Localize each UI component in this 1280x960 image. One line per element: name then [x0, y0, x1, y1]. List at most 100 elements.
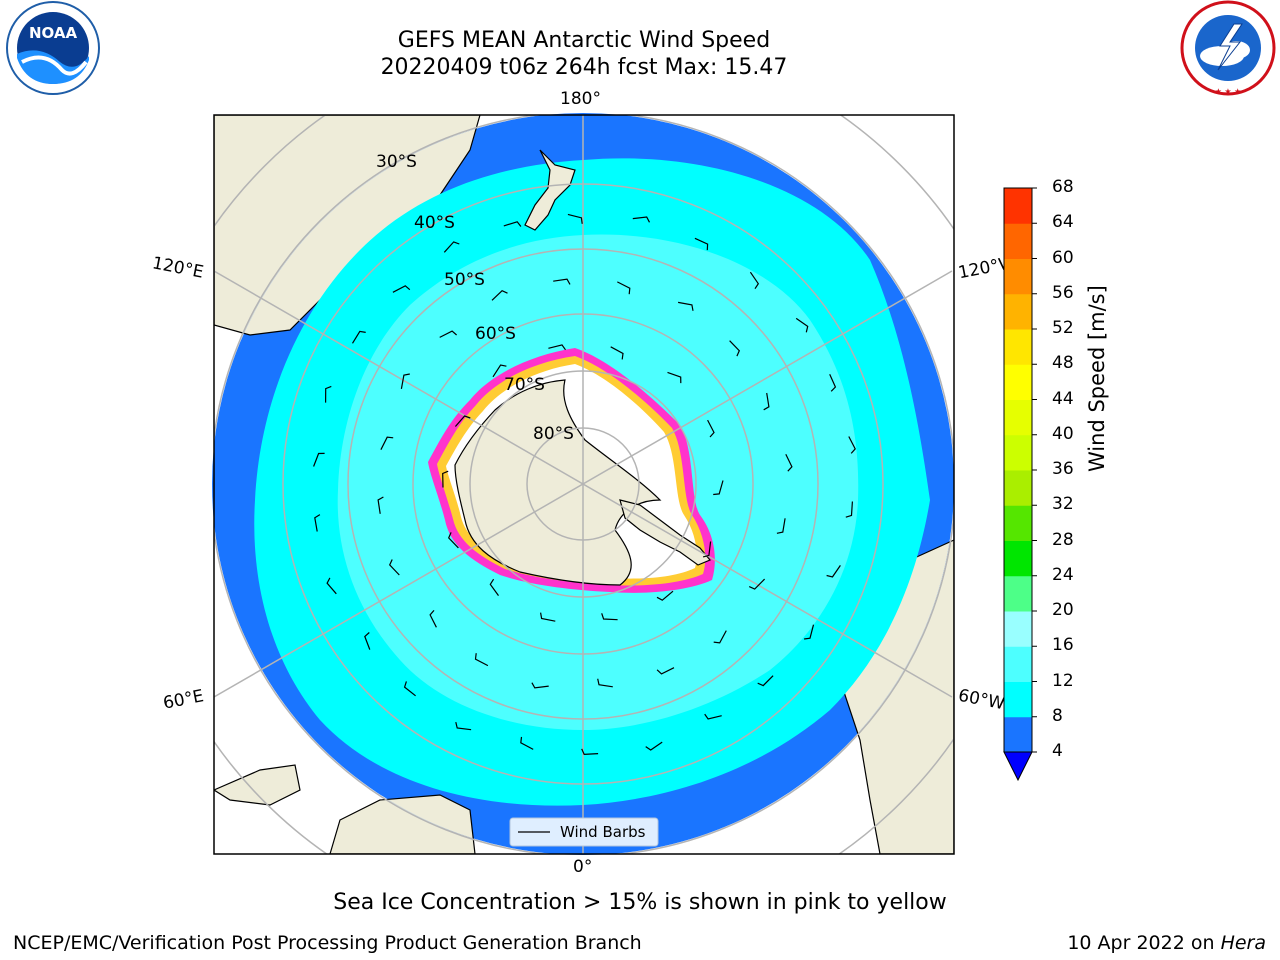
- wind-barb: [776, 518, 786, 534]
- graticule: [214, 115, 954, 854]
- wind-barb: [632, 216, 651, 223]
- colorbar-tick-label: 12: [1052, 670, 1074, 691]
- wind-barb: [656, 667, 675, 675]
- wind-barb: [439, 330, 457, 338]
- wind-barb: [656, 590, 674, 601]
- colorbar-tick-label: 60: [1052, 247, 1074, 268]
- colorbar: [1003, 187, 1037, 782]
- colorbar-tick-label: 24: [1052, 564, 1074, 585]
- wind-barb: [694, 237, 709, 251]
- wind-barb: [826, 565, 841, 578]
- colorbar-tick-label: 28: [1052, 529, 1074, 550]
- wind-barb: [351, 330, 366, 344]
- colorbar-segment: [1004, 364, 1032, 400]
- wind-barb: [713, 630, 727, 644]
- colorbar-extend-arrow: [1003, 751, 1033, 782]
- lon-label-180: 180°: [560, 89, 601, 109]
- wind-barb: [785, 453, 793, 472]
- colorbar-segment: [1004, 575, 1032, 612]
- colorbar-tick-label: 44: [1052, 388, 1074, 409]
- colorbar-tick-label: 64: [1052, 212, 1074, 233]
- wind-barb: [763, 392, 770, 411]
- wind-barb: [474, 653, 489, 667]
- wind-barb: [313, 452, 325, 467]
- wind-barb: [707, 419, 715, 438]
- lat-label-30s: 30°S: [376, 152, 417, 172]
- wind-barb: [403, 681, 416, 697]
- wind-barb: [364, 632, 371, 650]
- wind-barb: [829, 373, 837, 392]
- wind-barb: [597, 678, 613, 688]
- footer-right: 10 Apr 2022 on Hera: [1067, 932, 1266, 954]
- wind-barb: [645, 741, 663, 751]
- colorbar-tick-label: 8: [1052, 705, 1063, 726]
- colorbar-tick-label: 40: [1052, 423, 1074, 444]
- wind-barb: [804, 624, 815, 640]
- colorbar-segment: [1004, 540, 1032, 577]
- colorbar-segment: [1004, 399, 1032, 436]
- wind-barb: [553, 278, 571, 285]
- colorbar-segment: [1004, 505, 1032, 541]
- wind-barb: [447, 532, 459, 549]
- colorbar-segment: [1004, 434, 1032, 471]
- wind-barb: [380, 436, 394, 450]
- colorbar-tick-label: 32: [1052, 494, 1074, 515]
- footer-left: NCEP/EMC/Verification Post Processing Pr…: [13, 932, 642, 954]
- wind-barb: [442, 470, 449, 488]
- wind-barb: [455, 721, 472, 731]
- wind-barb: [667, 371, 682, 384]
- wind-barb: [729, 340, 741, 357]
- colorbar-segment: [1004, 258, 1032, 295]
- lat-label-60s: 60°S: [475, 324, 516, 344]
- wind-barb: [677, 301, 694, 311]
- sea-ice-note: Sea Ice Concentration > 15% is shown in …: [333, 890, 947, 915]
- wind-barb: [713, 480, 724, 496]
- wind-barb: [540, 612, 556, 622]
- chart-subtitle: 20220409 t06z 264h fcst Max: 15.47: [380, 55, 788, 80]
- wind-barb: [757, 675, 774, 687]
- wind-barb: [520, 736, 534, 750]
- wind-barb: [454, 415, 471, 427]
- lon-label-0: 0°: [573, 857, 593, 877]
- wind-barb: [325, 385, 332, 403]
- wind-barb: [610, 346, 624, 360]
- chart-title: GEFS MEAN Antarctic Wind Speed: [397, 28, 771, 53]
- madagascar-land: [214, 764, 301, 806]
- wind-barb: [429, 610, 437, 628]
- wind-barb: [377, 496, 384, 514]
- colorbar-segment: [1004, 223, 1032, 259]
- lat-label-50s: 50°S: [444, 270, 485, 290]
- noaa-logo: NOAA: [6, 1, 100, 95]
- colorbar-tick-label: 48: [1052, 353, 1074, 374]
- footer-date: 10 Apr 2022 on: [1067, 932, 1221, 954]
- wind-barb: [581, 748, 599, 756]
- colorbar-tick-label: 20: [1052, 600, 1074, 620]
- colorbar-segment: [1004, 611, 1032, 647]
- wind-barb: [848, 436, 856, 454]
- lat-label-80s: 80°S: [533, 424, 574, 444]
- new-zealand-land: [524, 149, 576, 231]
- colorbar-tick-label: 56: [1052, 282, 1074, 303]
- wind-barb: [531, 682, 549, 689]
- colorbar-segment: [1004, 329, 1032, 365]
- wind-barb: [400, 373, 410, 390]
- colorbar-tick-label: 4: [1052, 741, 1063, 761]
- nws-logo: ★ ★ ★: [1180, 0, 1276, 96]
- legend-label: Wind Barbs: [560, 823, 646, 841]
- wind-barb: [443, 241, 460, 253]
- colorbar-tick-label: 16: [1052, 635, 1074, 656]
- noaa-logo-text: NOAA: [29, 24, 78, 42]
- wind-barb: [845, 501, 853, 518]
- wind-barb: [326, 577, 337, 595]
- lat-label-40s: 40°S: [414, 213, 455, 233]
- legend-box: [509, 817, 659, 847]
- wind-barb: [601, 613, 618, 621]
- colorbar-segment: [1004, 470, 1032, 506]
- wind-barb: [491, 289, 508, 301]
- antarctic-peninsula: [619, 499, 711, 566]
- colorbar-segment: [1004, 293, 1032, 330]
- wind-barb: [567, 213, 583, 224]
- wind-barb: [388, 559, 400, 576]
- wind-barb: [749, 271, 760, 290]
